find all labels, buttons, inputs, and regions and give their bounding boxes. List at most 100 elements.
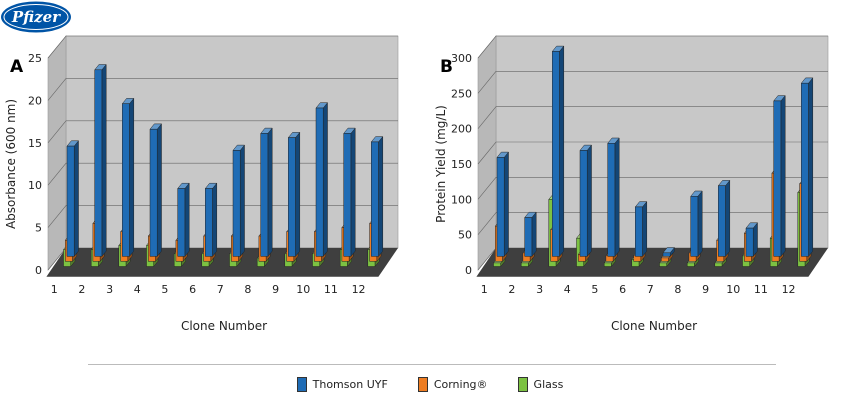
- bar-thomson-uyf-5: [607, 137, 620, 258]
- y-tick-label: 0: [465, 264, 472, 277]
- legend-label-thomson: Thomson UYF: [312, 377, 388, 391]
- bar-side: [808, 77, 814, 258]
- bar-thomson-uyf-6: [634, 200, 648, 258]
- x-tick-label: 9: [272, 283, 279, 296]
- bar-front: [260, 133, 269, 257]
- y-tick-label: 250: [451, 87, 472, 100]
- x-tick-label: 2: [508, 283, 515, 296]
- bar-front: [659, 262, 667, 267]
- logo-text: Pfizer: [11, 8, 61, 26]
- bar-thomson-uyf-11: [773, 94, 786, 258]
- y-tick-label: 20: [28, 94, 42, 107]
- bar-side: [503, 151, 509, 258]
- bar-thomson-uyf-2: [524, 211, 537, 258]
- gridline: [477, 106, 828, 129]
- x-tick-label: 4: [564, 283, 571, 296]
- bar-side: [322, 101, 328, 258]
- bar-front: [579, 150, 588, 257]
- bar-front: [315, 107, 324, 257]
- bar-side: [156, 123, 162, 258]
- y-tick-label: 0: [35, 264, 42, 277]
- x-tick-label: 6: [619, 283, 626, 296]
- legend-swatch-glass: [517, 376, 528, 392]
- y-tick-label: 50: [458, 229, 472, 242]
- chart-frame: [46, 35, 399, 277]
- bar-thomson-uyf-4: [579, 144, 593, 258]
- bar-front: [94, 69, 103, 257]
- bar-front: [122, 103, 130, 257]
- bar-thomson-uyf-9: [717, 179, 731, 258]
- bar-side: [129, 97, 135, 258]
- bar-front: [686, 262, 695, 267]
- logo-oval-ring: [3, 4, 69, 30]
- bar-side: [295, 131, 301, 258]
- x-tick-label: 9: [702, 283, 709, 296]
- bar-thomson-uyf-11: [343, 127, 356, 258]
- pfizer-logo: Pfizer: [1, 1, 71, 33]
- gridline: [477, 141, 828, 165]
- legend-item-thomson: Thomson UYF: [296, 374, 388, 394]
- x-tick-label: 8: [244, 283, 251, 296]
- bar-front: [496, 157, 505, 257]
- x-tick-label: 8: [674, 283, 681, 296]
- bar-front: [149, 128, 158, 257]
- x-tick-label: 5: [161, 283, 168, 296]
- logo-oval: [1, 1, 71, 33]
- bar-side: [531, 211, 537, 258]
- x-tick-label: 7: [217, 283, 224, 296]
- bar-front: [552, 51, 560, 257]
- legend-label-glass: Glass: [533, 377, 564, 391]
- bar-side: [350, 127, 356, 258]
- bar-thomson-uyf-8: [690, 190, 703, 258]
- bar-thomson-uyf-7: [662, 246, 676, 258]
- gridline: [47, 205, 398, 228]
- bar-front: [662, 252, 671, 257]
- bar-front: [801, 82, 809, 257]
- bar-side: [559, 45, 565, 258]
- y-tick-label: 15: [28, 137, 42, 150]
- bar-front: [718, 185, 726, 257]
- gridline: [477, 35, 828, 59]
- bar-side: [752, 222, 758, 258]
- bar-thomson-uyf-8: [260, 127, 273, 258]
- bar-front: [371, 141, 379, 257]
- legend-divider: [88, 364, 776, 365]
- gridline: [477, 71, 828, 94]
- bar-side: [614, 137, 620, 258]
- bar-side: [378, 135, 384, 258]
- y-axis-title: Absorbance (600 nm): [4, 99, 18, 229]
- bar-front: [661, 257, 669, 262]
- bar-thomson-uyf-12: [370, 135, 384, 258]
- floor: [476, 248, 828, 277]
- bar-front: [607, 143, 616, 257]
- x-tick-label: 6: [189, 283, 196, 296]
- gridline: [477, 177, 828, 200]
- bar-thomson-uyf-2: [94, 63, 107, 258]
- bar-side: [780, 94, 786, 258]
- y-tick-label: 10: [28, 179, 42, 192]
- x-tick-label: 10: [296, 283, 310, 296]
- bar-thomson-uyf-7: [232, 144, 246, 258]
- x-tick-label: 11: [324, 283, 338, 296]
- bar-front: [603, 262, 612, 267]
- chart-frame: [476, 35, 829, 277]
- gridline: [47, 162, 398, 186]
- bar-front: [690, 196, 699, 257]
- bar-front: [232, 150, 241, 257]
- x-tick-label: 3: [536, 283, 543, 296]
- y-axis-title: Protein Yield (mg/L): [434, 105, 448, 223]
- bar-side: [697, 190, 703, 258]
- bar-thomson-uyf-12: [800, 77, 814, 258]
- bar-side: [184, 182, 190, 258]
- x-tick-label: 1: [481, 283, 488, 296]
- side-wall: [47, 35, 67, 271]
- bar-thomson-uyf-3: [121, 97, 135, 258]
- gridline: [47, 78, 398, 101]
- bar-side: [586, 144, 592, 258]
- y-tick-label: 25: [28, 52, 42, 65]
- x-tick-label: 5: [591, 283, 598, 296]
- bar-thomson-uyf-10: [745, 222, 759, 258]
- legend-label-corning: Corning®: [433, 377, 488, 391]
